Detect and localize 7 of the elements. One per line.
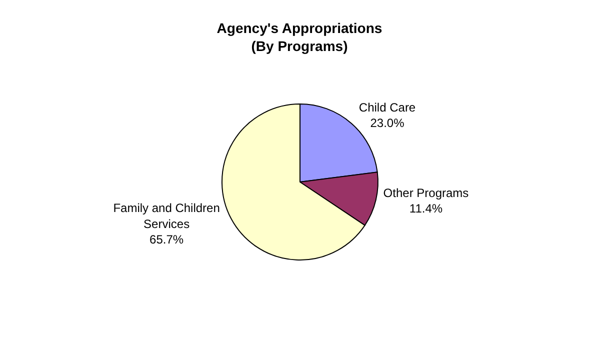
slice-label: Family and Children Services xyxy=(113,201,220,231)
slice-label: Child Care xyxy=(358,100,416,114)
data-label: 65.7% xyxy=(150,232,184,246)
data-label: 23.0% xyxy=(370,116,405,130)
chart-title: Agency's Appropriations (By Programs) xyxy=(216,20,382,54)
slice-label: Other Programs xyxy=(383,186,469,200)
data-label: 11.4% xyxy=(409,201,443,216)
